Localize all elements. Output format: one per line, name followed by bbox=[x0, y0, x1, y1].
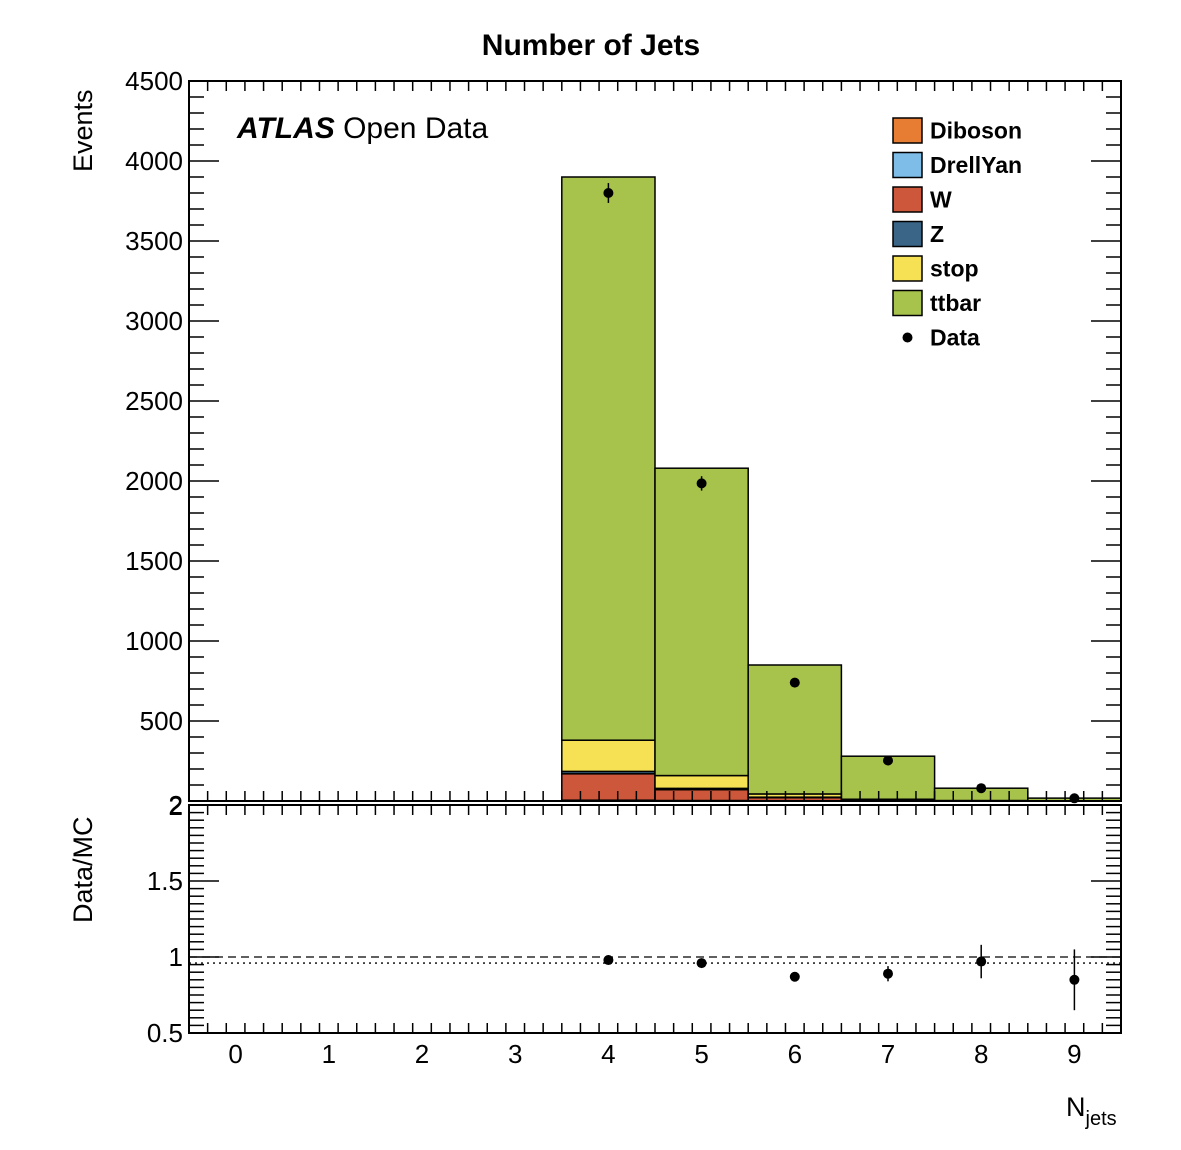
ratio-points bbox=[603, 944, 1080, 1011]
y-tick-label: 4000 bbox=[125, 146, 183, 176]
y-tick-label-zero: 2 bbox=[169, 791, 183, 821]
legend-item-w: W bbox=[892, 186, 952, 213]
y-tick-label: 2500 bbox=[125, 386, 183, 416]
legend-swatch-z bbox=[892, 220, 923, 248]
x-axis-label-main: N bbox=[1066, 1092, 1086, 1122]
x-tick-label: 3 bbox=[508, 1039, 522, 1069]
legend-item-diboson: Diboson bbox=[892, 117, 1022, 144]
y-axis-label-events: Events bbox=[68, 89, 98, 172]
data-point bbox=[883, 755, 893, 766]
ratio-point bbox=[789, 971, 800, 982]
chart-title: Number of Jets bbox=[482, 29, 700, 62]
atlas-label: ATLAS bbox=[236, 112, 335, 145]
legend-label-stop: stop bbox=[930, 256, 979, 282]
x-tick-label: 9 bbox=[1067, 1039, 1081, 1069]
legend-swatch-diboson bbox=[892, 117, 923, 144]
legend-swatch-ttbar bbox=[892, 289, 923, 317]
stack-ttbar bbox=[561, 176, 1122, 802]
legend-label-w: W bbox=[930, 187, 952, 213]
bar-ttbar-5 bbox=[654, 467, 749, 777]
x-axis-label: Njets bbox=[1066, 1092, 1117, 1130]
ratio-point bbox=[696, 958, 707, 969]
x-tick-label: 6 bbox=[788, 1039, 802, 1069]
ratio-point bbox=[883, 968, 893, 979]
bottom-axis-ticks bbox=[188, 804, 1122, 1034]
bar-w-5 bbox=[654, 788, 749, 802]
legend-label-z: Z bbox=[930, 221, 944, 247]
legend-item-stop: stop bbox=[892, 255, 979, 282]
y-tick-label: 3500 bbox=[125, 226, 183, 256]
legend-swatch-stop bbox=[892, 255, 923, 282]
x-tick-label: 4 bbox=[601, 1039, 615, 1069]
ratio-y-tick-label: 1 bbox=[169, 942, 183, 972]
legend-label-ttbar: ttbar bbox=[930, 290, 981, 316]
top-pad: 500 1000 1500 2000 2500 3000 3500 4000 4500 2 Eve… bbox=[68, 66, 1122, 821]
x-tick-label: 7 bbox=[881, 1039, 895, 1069]
x-axis-label-subscript: jets bbox=[1085, 1108, 1117, 1130]
ratio-point bbox=[1069, 974, 1080, 985]
y-tick-label: 1500 bbox=[125, 546, 183, 576]
y-tick-label: 1000 bbox=[125, 626, 183, 656]
x-tick-label: 8 bbox=[974, 1039, 988, 1069]
open-data-label: Open Data bbox=[335, 112, 489, 145]
ratio-point bbox=[603, 955, 614, 966]
top-y-tick-labels: 500 1000 1500 2000 2500 3000 3500 4000 4500 2 bbox=[125, 66, 183, 821]
legend-label-data: Data bbox=[930, 325, 980, 351]
data-point bbox=[976, 783, 987, 794]
y-tick-label: 500 bbox=[140, 706, 183, 736]
y-tick-label: 2000 bbox=[125, 466, 183, 496]
x-tick-labels: 0 1 2 3 4 5 6 7 8 9 bbox=[228, 1039, 1081, 1069]
legend-label-drellyan: DrellYan bbox=[930, 152, 1022, 178]
data-points bbox=[603, 183, 1080, 804]
legend-item-z: Z bbox=[892, 220, 944, 248]
bottom-pad: 0.5 1 1.5 2 0 1 2 3 4 5 6 7 8 9 Data/MC Njets bbox=[68, 790, 1122, 1130]
x-tick-label: 2 bbox=[415, 1039, 429, 1069]
data-point bbox=[603, 188, 614, 198]
bar-stop-5 bbox=[654, 774, 749, 790]
bar-stop-4 bbox=[561, 739, 656, 773]
svg-text:ATLAS Open Data: ATLAS Open Data bbox=[236, 112, 489, 145]
legend-marker-data bbox=[902, 332, 913, 343]
legend-label-diboson: Diboson bbox=[930, 118, 1022, 144]
ratio-point bbox=[976, 956, 987, 967]
x-tick-label: 1 bbox=[322, 1039, 336, 1069]
x-tick-label: 0 bbox=[228, 1039, 242, 1069]
ratio-y-tick-label: 0.5 bbox=[147, 1018, 183, 1048]
ratio-y-tick-label: 1.5 bbox=[147, 866, 183, 896]
data-point bbox=[696, 478, 707, 489]
x-tick-label: 5 bbox=[694, 1039, 708, 1069]
y-axis-label-ratio: Data/MC bbox=[68, 816, 98, 923]
data-point bbox=[789, 677, 800, 688]
bar-w-4 bbox=[561, 773, 656, 801]
top-axis-ticks bbox=[188, 80, 1122, 802]
legend-swatch-w bbox=[892, 186, 923, 213]
legend-item-ttbar: ttbar bbox=[892, 289, 981, 317]
experiment-label: ATLAS Open Data bbox=[236, 112, 489, 145]
ratio-y-tick-label: 2 bbox=[169, 790, 183, 820]
y-tick-label: 4500 bbox=[125, 66, 183, 96]
bottom-y-tick-labels: 0.5 1 1.5 2 bbox=[147, 790, 183, 1048]
legend-item-data: Data bbox=[902, 325, 980, 351]
y-tick-label: 3000 bbox=[125, 306, 183, 336]
legend-item-drellyan: DrellYan bbox=[892, 151, 1022, 179]
legend-swatch-drellyan bbox=[892, 151, 923, 179]
bar-ttbar-4 bbox=[561, 176, 656, 741]
